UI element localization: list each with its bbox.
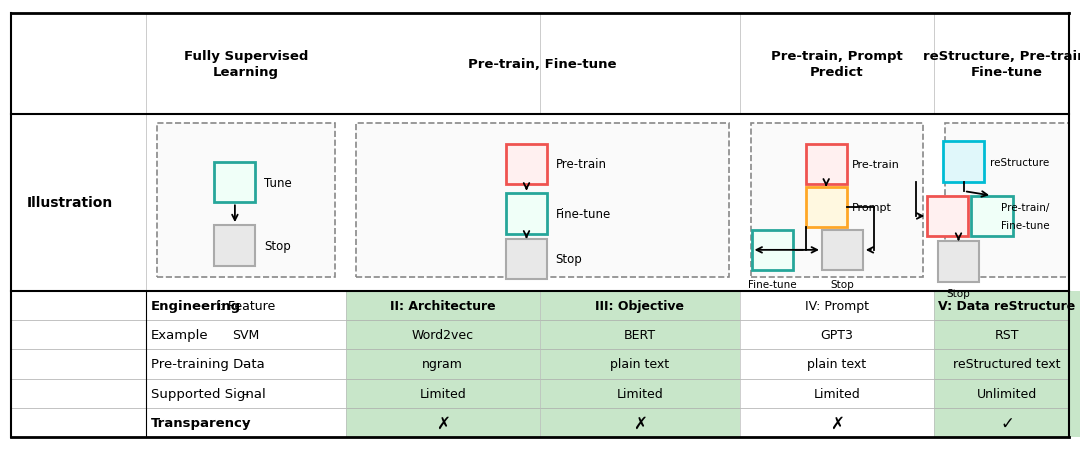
Text: ✗: ✗ — [436, 414, 449, 432]
Bar — [346, 291, 740, 437]
Text: Tune: Tune — [265, 176, 292, 189]
Bar — [822, 230, 863, 271]
Text: Unlimited: Unlimited — [977, 387, 1037, 400]
Text: Fine-tune: Fine-tune — [747, 280, 797, 290]
Text: II: Architecture: II: Architecture — [390, 299, 496, 312]
Text: Limited: Limited — [617, 387, 663, 400]
Text: reStructured text: reStructured text — [954, 358, 1061, 371]
Text: Word2vec: Word2vec — [411, 328, 474, 341]
Text: I: Feature: I: Feature — [216, 299, 275, 312]
Text: Illustration: Illustration — [27, 196, 113, 210]
Bar — [751, 124, 923, 277]
Text: Pre-train: Pre-train — [556, 158, 607, 171]
Bar — [806, 144, 847, 185]
Bar — [505, 144, 548, 185]
Text: Limited: Limited — [419, 387, 467, 400]
Bar — [215, 226, 256, 266]
Bar — [215, 162, 256, 203]
Text: Example: Example — [151, 328, 208, 341]
Text: –: – — [243, 387, 248, 400]
Text: RST: RST — [995, 328, 1020, 341]
Text: Pre-train, Fine-tune: Pre-train, Fine-tune — [469, 58, 617, 71]
Text: III: Objective: III: Objective — [595, 299, 685, 312]
Bar — [356, 124, 729, 277]
Bar — [806, 187, 847, 228]
Text: Stop: Stop — [556, 253, 582, 266]
Bar — [945, 124, 1069, 277]
Text: –: – — [243, 416, 248, 429]
Bar — [934, 291, 1080, 437]
Bar — [505, 194, 548, 235]
Text: BERT: BERT — [624, 328, 656, 341]
Text: Transparency: Transparency — [151, 416, 252, 429]
Text: Limited: Limited — [813, 387, 861, 400]
Text: plain text: plain text — [808, 358, 866, 371]
Text: ✗: ✗ — [831, 414, 843, 432]
Text: plain text: plain text — [610, 358, 670, 371]
Text: reStructure: reStructure — [989, 157, 1049, 167]
Bar — [752, 230, 793, 271]
Bar — [972, 196, 1013, 237]
Text: Fine-tune: Fine-tune — [556, 208, 611, 221]
Text: Pre-train, Prompt
Predict: Pre-train, Prompt Predict — [771, 50, 903, 79]
Bar — [505, 239, 548, 280]
Text: Engineering: Engineering — [151, 299, 241, 312]
Text: SVM: SVM — [232, 328, 259, 341]
Bar — [927, 196, 969, 237]
Text: Fully Supervised
Learning: Fully Supervised Learning — [184, 50, 308, 79]
Bar — [944, 142, 985, 183]
Text: Pre-training Data: Pre-training Data — [151, 358, 265, 371]
Text: reStructure, Pre-train,
Fine-tune: reStructure, Pre-train, Fine-tune — [922, 50, 1080, 79]
Text: ngram: ngram — [422, 358, 463, 371]
Text: –: – — [243, 358, 248, 371]
Bar — [157, 124, 335, 277]
Text: Pre-train: Pre-train — [852, 160, 900, 170]
Text: GPT3: GPT3 — [821, 328, 853, 341]
Text: Stop: Stop — [831, 280, 854, 290]
Text: ✓: ✓ — [1000, 414, 1014, 432]
Text: Stop: Stop — [947, 289, 970, 299]
Text: Stop: Stop — [265, 239, 291, 252]
Text: Prompt: Prompt — [852, 202, 892, 212]
Text: Pre-train/: Pre-train/ — [1001, 202, 1050, 212]
Bar — [937, 241, 978, 282]
Text: Fine-tune: Fine-tune — [1001, 221, 1050, 230]
Text: Supported Signal: Supported Signal — [151, 387, 266, 400]
Text: IV: Prompt: IV: Prompt — [805, 299, 869, 312]
Text: V: Data reStructure: V: Data reStructure — [939, 299, 1076, 312]
Text: ✗: ✗ — [633, 414, 647, 432]
